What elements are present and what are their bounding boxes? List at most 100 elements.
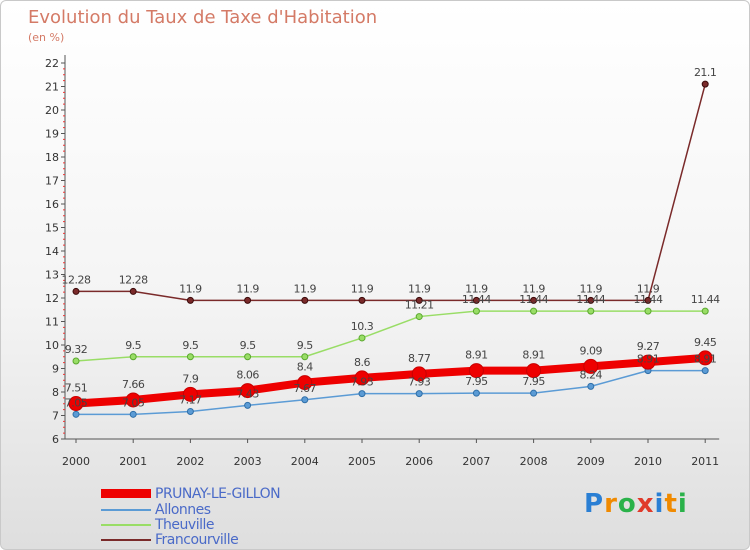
legend-swatch-prunay	[101, 489, 151, 498]
data-point-theuville	[186, 353, 194, 361]
data-point-theuville	[244, 353, 252, 361]
data-label-francourville: 11.9	[580, 282, 603, 295]
data-label-allonnes: 7.05	[122, 396, 145, 409]
data-point-theuville	[587, 307, 595, 315]
data-label-theuville: 11.21	[405, 299, 434, 312]
data-label-francourville: 11.9	[408, 282, 431, 295]
series-line-prunay	[72, 353, 710, 408]
data-label-francourville: 11.9	[522, 282, 545, 295]
y-tick-label: 6	[52, 433, 59, 446]
data-label-francourville: 12.28	[62, 273, 91, 286]
data-label-allonnes: 8.91	[694, 353, 717, 366]
data-point-allonnes	[530, 389, 538, 397]
data-label-theuville: 11.44	[691, 293, 720, 306]
legend-swatch-theuville	[101, 524, 151, 526]
data-point-theuville	[415, 313, 423, 321]
x-tick-label: 2009	[577, 455, 605, 468]
data-point-prunay	[182, 386, 198, 402]
data-point-prunay	[697, 350, 713, 366]
data-label-allonnes: 7.93	[351, 376, 374, 389]
y-tick-label: 21	[45, 81, 59, 94]
y-tick-label: 22	[45, 57, 59, 70]
data-point-allonnes	[701, 367, 709, 375]
legend-label-francourville: Francourville	[155, 532, 239, 548]
data-label-theuville: 9.5	[297, 339, 313, 352]
y-tick-label: 9	[52, 363, 59, 376]
logo-letter: x	[636, 489, 655, 519]
data-label-allonnes: 7.05	[65, 396, 88, 409]
data-label-theuville: 11.44	[462, 293, 491, 306]
y-tick-label: 13	[45, 269, 59, 282]
logo-letter: r	[604, 489, 618, 519]
legend-swatch-allonnes	[101, 509, 151, 511]
x-tick-label: 2005	[348, 455, 376, 468]
data-point-theuville	[701, 307, 709, 315]
y-tick-label: 8	[52, 386, 59, 399]
data-point-prunay	[68, 396, 84, 412]
data-point-francourville	[644, 296, 652, 304]
data-point-francourville	[415, 296, 423, 304]
data-label-prunay: 8.6	[354, 356, 370, 369]
data-point-theuville	[530, 307, 538, 315]
data-point-prunay	[240, 383, 256, 399]
data-label-allonnes: 7.67	[294, 382, 317, 395]
data-label-theuville: 11.44	[576, 293, 605, 306]
data-point-allonnes	[72, 410, 80, 418]
data-label-francourville: 12.28	[119, 273, 148, 286]
data-label-allonnes: 7.93	[408, 376, 431, 389]
data-label-prunay: 8.4	[297, 361, 313, 374]
x-tick-label: 2003	[234, 455, 262, 468]
data-label-prunay: 8.91	[522, 349, 545, 362]
data-label-francourville: 11.9	[236, 282, 259, 295]
x-tick-label: 2006	[405, 455, 433, 468]
data-label-prunay: 8.06	[236, 369, 259, 382]
x-tick-label: 2000	[62, 455, 90, 468]
series-prunay	[68, 350, 713, 412]
legend-label-allonnes: Allonnes	[155, 502, 211, 518]
data-label-allonnes: 7.95	[465, 375, 488, 388]
data-point-allonnes	[244, 401, 252, 409]
data-point-prunay	[125, 392, 141, 408]
data-label-francourville: 11.9	[294, 282, 317, 295]
data-label-francourville: 21.1	[694, 66, 717, 79]
chart-unit-label: (en %)	[28, 31, 65, 44]
data-label-theuville: 9.5	[182, 339, 198, 352]
chart-title: Evolution du Taux de Taxe d'Habitation	[28, 7, 378, 28]
data-label-allonnes: 8.91	[637, 353, 660, 366]
data-point-prunay	[297, 375, 313, 391]
data-label-allonnes: 7.17	[179, 394, 202, 407]
data-point-theuville	[358, 334, 366, 342]
data-point-theuville	[644, 307, 652, 315]
y-tick-label: 11	[45, 316, 59, 329]
series-theuville	[72, 307, 709, 365]
data-label-theuville: 10.3	[351, 320, 374, 333]
data-label-allonnes: 7.43	[236, 387, 259, 400]
data-point-theuville	[72, 357, 80, 365]
data-label-prunay: 9.09	[580, 344, 603, 357]
x-tick-label: 2010	[634, 455, 662, 468]
legend-swatch-francourville	[101, 539, 151, 541]
y-tick-label: 10	[45, 339, 59, 352]
series-francourville	[72, 80, 709, 304]
data-point-francourville	[530, 296, 538, 304]
data-label-prunay: 9.27	[637, 340, 660, 353]
data-point-theuville	[472, 307, 480, 315]
data-label-prunay: 7.9	[182, 372, 198, 385]
data-point-prunay	[411, 366, 427, 382]
legend-label-prunay: PRUNAY-LE-GILLON	[155, 486, 281, 502]
data-point-francourville	[358, 296, 366, 304]
y-tick-label: 20	[45, 104, 59, 117]
proxiti-logo: Proxiti	[584, 489, 688, 519]
logo-letter: i	[654, 489, 665, 519]
data-point-francourville	[186, 296, 194, 304]
data-label-theuville: 9.32	[65, 343, 88, 356]
data-label-prunay: 8.91	[465, 349, 488, 362]
y-tick-label: 18	[45, 151, 59, 164]
logo-letter: t	[664, 489, 678, 519]
data-point-allonnes	[415, 390, 423, 398]
series-line-allonnes	[75, 369, 706, 416]
data-point-prunay	[468, 363, 484, 379]
y-tick-label: 17	[45, 175, 59, 188]
